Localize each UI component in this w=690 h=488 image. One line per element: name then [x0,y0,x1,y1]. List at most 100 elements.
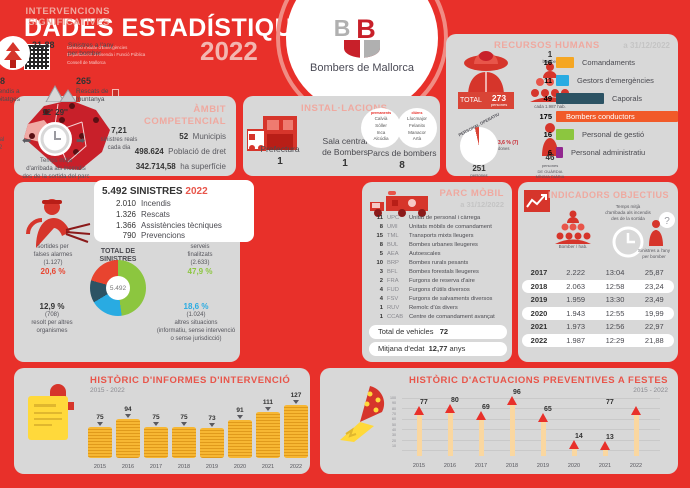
indicadors-col-header-time: Temps mitjà d'arribada als incendis des de… [605,204,651,221]
guard-person-icon [538,122,562,161]
vehicle-row: 8 UMI Unitats mòbils de comandament [379,223,492,230]
chart2-gridlines [402,398,660,451]
women-pie-chart [460,127,498,165]
mountain-rescues-stat: 265 Rescats de muntanya [76,76,109,104]
table-row: 2019 1.959 13:30 23,49 [530,295,664,305]
rh-bar-comandaments: 16 Comandaments [543,57,635,68]
page-header: DADES ESTADÍSTIQUES Direcció Insular d'E… [0,0,690,124]
vehicle-row: 8 BUL Bombes urbanes lleugeres [379,241,478,248]
chart2-bar [404,406,434,456]
donut-label-serveis-finalitzats: serveis finalitzats (2.633) 47,9 % [187,244,213,277]
arrow-left-icon: ⬅ [22,135,32,147]
chart2-value: 65 [544,406,552,413]
firefighter-icon [456,50,516,101]
svg-text:?: ? [664,216,670,227]
chart2-xtick: 2019 [536,463,550,469]
donut-label-falses-alarmes: sortides per falses alarmes (1.127) 20,6 % [33,244,73,277]
chart2-bar [528,413,558,456]
intervencions-title: INTERVENCIONS SIGNIFICATIVES [25,6,110,29]
sinistres-line: 2.010 Incendis [115,199,171,208]
trend-chart-icon [524,190,550,217]
sinistres-heading: 5.492 SINISTRES 2022 [102,186,208,197]
fire-station-icon [246,110,299,161]
table-row: 2022 1.987 12:29 21,88 [522,333,674,347]
chart2-value: 14 [575,433,583,440]
home-fires-stat: 478Incendis ahabitatges [0,76,20,104]
chart1-bar: 127 [284,392,308,458]
ambit-row: 342.714,58 ha superfície [135,162,226,171]
chart2-value: 77 [606,399,614,406]
chart2-value: 69 [482,404,490,411]
chart1-bar: 91 [228,407,252,458]
chart2-value: 77 [420,399,428,406]
clock-icon [38,122,72,156]
bombers-shield-icon: B B [320,12,404,58]
ratio-top: 1 bomber [542,50,558,64]
sinistres-line: 790 Prevencions [122,231,186,241]
chart2-xtick: 2017 [474,463,488,469]
question-bubble-icon: ? [646,212,676,251]
ambit-row: 52 Municipis [179,132,226,141]
year-label: 2022 [200,36,258,66]
parcs-diurns-group: diürns Llucmajor Felanitx Manacor Artà [397,108,437,148]
sinistres-per-bomber-label: Sinistres a l'any per bomber [68,42,114,58]
chart1-xtick: 2015 [93,464,107,470]
incidents-per-day: 7,21 sinistres reals cada dia [100,126,138,151]
chart1-bar: 111 [256,399,280,458]
personal-operatiu-value: 251 persones [470,164,488,178]
bar-fill [556,75,569,86]
clock-icon [612,226,644,263]
chart1-xtick: 2016 [121,464,135,470]
svg-text:B: B [334,15,351,41]
indicadors-col-header-per-bomber: Sinistres a l'any per bomber [637,248,671,259]
sinistres-line: 1.366 Assistències tècniques [115,220,222,230]
recursos-humans-panel: RECURSOS HUMANS a 31/12/2022 TOTAL 273 pe… [446,34,678,179]
chart1-xtick: 2019 [205,464,219,470]
chart1-bar: 75 [88,414,112,458]
historic-festes-chart-panel: HISTÒRIC D'ACTUACIONS PREVENTIVES A FEST… [320,368,678,474]
ratio-bottom: cada 1.987 hab. [534,104,566,109]
chart2-xtick: 2021 [598,463,612,469]
rh-bar-gestors: 11 Gestors d'emergències [544,75,654,86]
parc-mobil-date: a 31/12/2022 [460,200,504,209]
chart2-bar [497,396,527,456]
chart2-title: HISTÒRIC D'ACTUACIONS PREVENTIVES A FEST… [408,375,668,386]
chart1-bar: 73 [200,415,224,458]
mountain-icon [44,82,80,107]
vehicle-row: 10 BRP Bombes rurals pesants [376,259,469,266]
vehicle-row: 4 FUD Furgons d'útils diversos [379,286,470,293]
table-row: 2020 1.943 12:55 19,99 [522,306,674,320]
chart2-bar [559,440,589,456]
chart1-title: HISTÒRIC D'INFORMES D'INTERVENCIÓ [90,375,291,386]
chart2-value: 80 [451,397,459,404]
vehicle-row: 2 FRA Furgons de reserva d'aire [379,277,475,284]
chart1-xtick: 2018 [177,464,191,470]
sinistres-summary-card: 5.492 SINISTRES 2022 2.010 Incendis 1.326… [94,180,254,242]
chart2-xtick: 2020 [567,463,581,469]
chart2-xtick: 2022 [629,463,643,469]
chart2-bar [621,406,651,456]
table-row: 2021 1.973 12:56 22,97 [530,322,664,332]
firefighter-hose-icon [22,194,92,255]
intervencions-significatives-panel: INTERVENCIONS SIGNIFICATIVES 21,88 Sinist… [0,0,137,180]
parc-mobil-panel: PARC MÒBIL a 31/12/2022 11 UPC Unitat de p… [362,182,512,362]
rh-bar-bombers-conductors: 175 Bombers conductors [530,110,678,123]
installation-prefectura: Prefectura 1 [260,144,300,167]
chart2-xtick: 2018 [505,463,519,469]
vehicle-row: 3 BFL Bombes forestals lleugeres [379,268,479,275]
chart2-bar [466,411,496,456]
chart2-xtick: 2016 [443,463,457,469]
rh-bar-personal-gestio: 16 Personal de gestió [543,129,645,140]
chart1-xtick: 2022 [289,464,303,470]
chart1-xtick: 2020 [233,464,247,470]
sinistres-line: 1.326 Rescats [115,209,170,219]
women-percentage: 3,6 % (7) dones [498,140,519,151]
bar-fill [556,129,574,140]
sinistres-panel: 5.492 SINISTRES 2022 2.010 Incendis 1.326… [14,180,254,362]
indicadors-objectius-panel: INDICADORS OBJECTIUS Bomber / hab. Temps… [518,182,678,362]
chart2-xtick: 2015 [412,463,426,469]
avg-time-caption: Temps mitjà d'arribada als incendis des de… [22,158,90,180]
chart1-bar: 94 [116,406,140,458]
bar-fill [556,147,563,158]
arrow-right-icon: ➡ [76,135,86,147]
